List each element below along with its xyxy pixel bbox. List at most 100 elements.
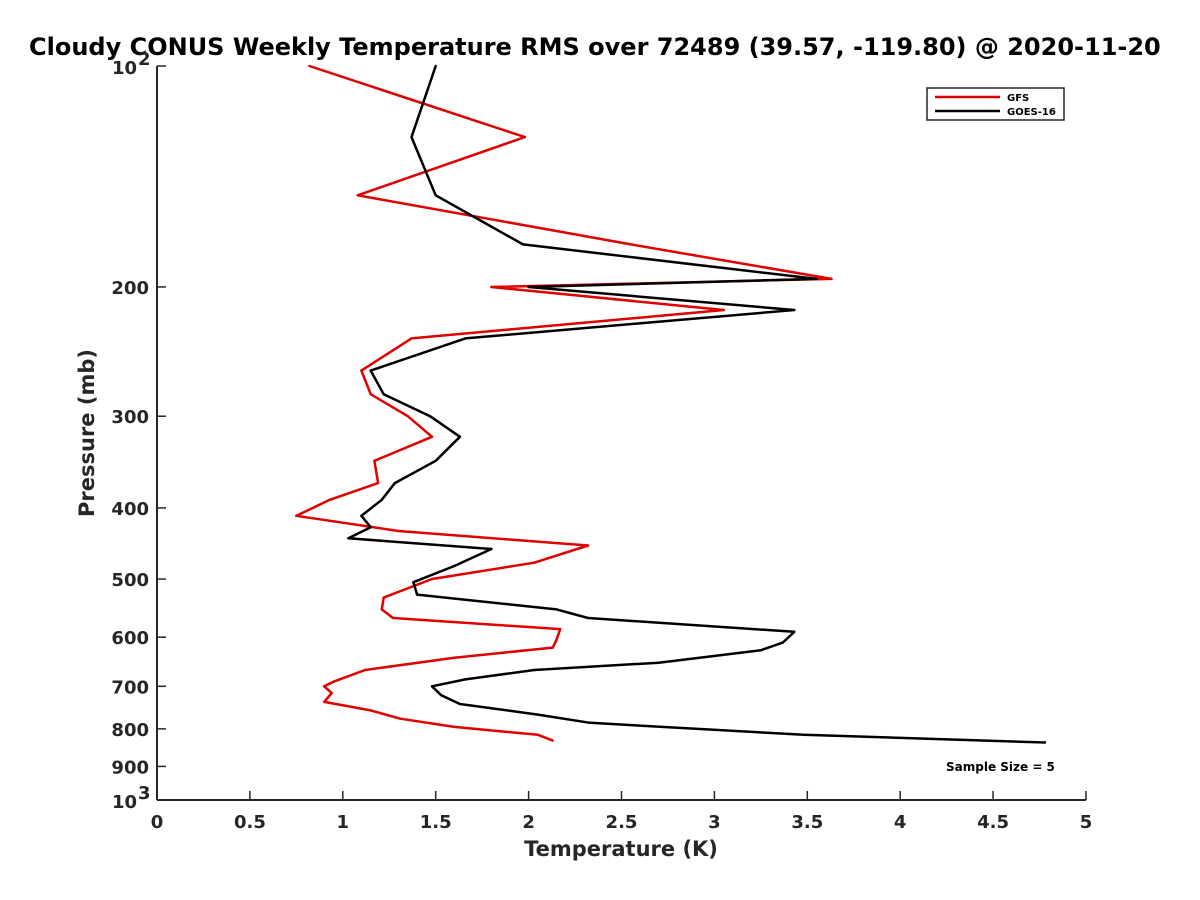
data-point-gfs — [369, 393, 372, 396]
data-point-gfs — [332, 680, 335, 683]
series-group — [295, 64, 1047, 744]
legend: GFS GOES-16 — [926, 87, 1065, 121]
data-point-goes16 — [434, 459, 437, 462]
data-point-goes16 — [393, 481, 396, 485]
data-point-gfs — [410, 337, 413, 340]
data-point-goes16 — [586, 616, 590, 620]
data-point-gfs — [551, 739, 554, 742]
data-point-goes16 — [533, 668, 536, 672]
data-point-goes16 — [588, 721, 592, 724]
data-point-goes16 — [793, 630, 796, 633]
data-point-gfs — [453, 725, 456, 729]
data-point-gfs — [356, 194, 359, 197]
data-point-gfs — [323, 685, 326, 688]
x-tick-label: 0.5 — [234, 812, 266, 833]
data-point-goes16 — [347, 537, 350, 540]
data-point-goes16 — [428, 415, 432, 418]
legend-label-goes16: GOES-16 — [1007, 107, 1056, 118]
data-point-gfs — [722, 308, 725, 312]
data-point-goes16 — [781, 641, 785, 644]
data-point-goes16 — [802, 733, 805, 736]
data-point-gfs — [380, 608, 383, 611]
data-point-gfs — [330, 691, 333, 695]
data-point-gfs — [830, 277, 833, 281]
y-axis-label: Pressure (mb) — [75, 349, 99, 517]
x-tick-label: 1.5 — [420, 812, 452, 833]
data-point-goes16 — [434, 194, 437, 197]
data-point-goes16 — [490, 547, 493, 551]
data-point-gfs — [406, 415, 409, 418]
y-tick-label: 300 — [111, 407, 149, 428]
data-point-goes16 — [657, 661, 660, 664]
data-point-goes16 — [458, 435, 462, 438]
data-point-goes16 — [440, 694, 443, 697]
chart-title: Cloudy CONUS Weekly Temperature RMS over… — [29, 33, 1161, 61]
data-point-gfs — [399, 717, 402, 720]
data-point-gfs — [397, 529, 400, 533]
series-line-gfs — [295, 64, 833, 742]
data-point-gfs — [629, 243, 632, 246]
data-point-goes16 — [521, 243, 525, 246]
axes — [156, 66, 1086, 801]
data-point-gfs — [391, 616, 395, 620]
sample-size-annotation: Sample Size = 5 — [946, 760, 1055, 774]
data-point-gfs — [536, 733, 540, 736]
data-point-goes16 — [815, 277, 818, 281]
data-point-gfs — [523, 135, 527, 139]
data-point-gfs — [328, 498, 331, 501]
x-tick-label: 3 — [708, 812, 721, 833]
y-tick-label: 10 — [112, 58, 137, 79]
data-point-gfs — [363, 668, 367, 672]
data-point-goes16 — [464, 678, 467, 681]
x-tick-label: 2.5 — [606, 812, 638, 833]
data-point-gfs — [376, 481, 380, 485]
x-tick-label: 2 — [522, 812, 535, 833]
legend-box — [926, 87, 1065, 121]
y-tick-exponent: 2 — [138, 49, 151, 70]
y-tick-label: 500 — [111, 570, 149, 591]
y-tick-label: 10 — [112, 792, 137, 813]
data-point-goes16 — [410, 135, 413, 139]
data-point-gfs — [559, 627, 562, 631]
data-point-goes16 — [1043, 741, 1047, 744]
series-line-goes16 — [347, 65, 1046, 744]
y-tick-exponent: 3 — [138, 783, 151, 804]
data-point-goes16 — [360, 514, 363, 517]
data-point-goes16 — [464, 337, 467, 340]
data-point-gfs — [555, 638, 558, 641]
data-point-gfs — [533, 561, 536, 564]
data-point-goes16 — [382, 393, 385, 396]
x-tick-label: 4.5 — [977, 812, 1009, 833]
x-axis-label: Temperature (K) — [524, 837, 718, 861]
data-point-gfs — [360, 369, 363, 372]
data-point-goes16 — [793, 308, 796, 312]
y-tick-label: 900 — [111, 757, 149, 778]
data-point-gfs — [382, 596, 385, 599]
x-tick-label: 4 — [894, 812, 907, 833]
x-ticks: 0 0.5 1 1.5 2 2.5 3 3.5 4 4.5 5 — [151, 791, 1093, 833]
data-point-gfs — [369, 709, 372, 712]
y-tick-label: 600 — [111, 628, 149, 649]
data-point-gfs — [551, 646, 554, 649]
data-point-gfs — [430, 435, 434, 438]
x-tick-label: 1 — [337, 812, 350, 833]
data-point-gfs — [453, 656, 456, 659]
x-tick-label: 0 — [151, 812, 164, 833]
y-tick-label: 800 — [111, 720, 149, 741]
x-tick-label: 5 — [1080, 812, 1093, 833]
data-point-goes16 — [555, 608, 558, 611]
y-tick-label: 200 — [111, 278, 149, 299]
x-tick-label: 3.5 — [791, 812, 823, 833]
data-point-gfs — [586, 544, 590, 547]
data-point-goes16 — [369, 369, 372, 372]
legend-label-gfs: GFS — [1007, 93, 1029, 104]
data-point-gfs — [295, 514, 298, 517]
data-point-goes16 — [430, 685, 434, 688]
data-point-goes16 — [369, 526, 372, 529]
data-point-gfs — [430, 577, 434, 581]
data-point-goes16 — [412, 581, 415, 584]
data-point-gfs — [323, 700, 326, 704]
data-point-goes16 — [527, 285, 530, 289]
